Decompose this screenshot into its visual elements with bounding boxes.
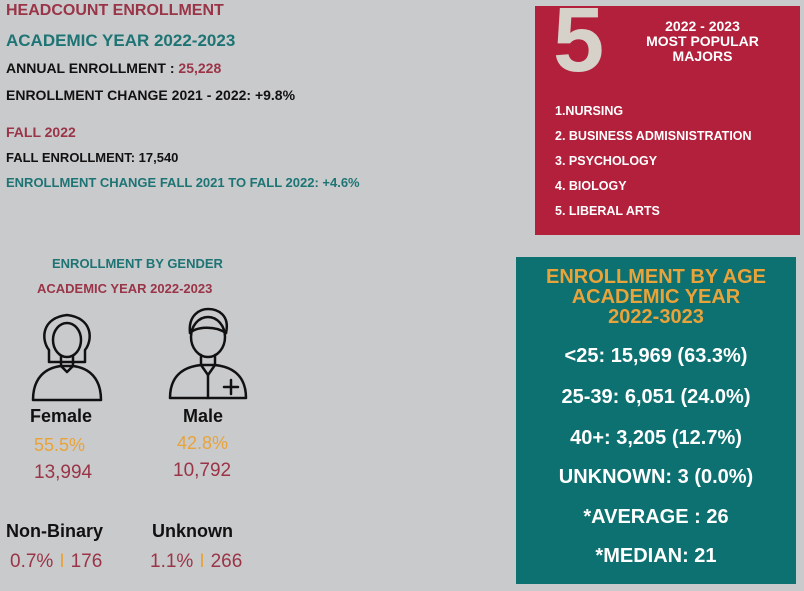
headcount-title: HEADCOUNT ENROLLMENT [6, 2, 224, 19]
fall-enrollment-change: ENROLLMENT CHANGE FALL 2021 TO FALL 2022… [6, 175, 360, 190]
fall-title: FALL 2022 [6, 124, 76, 140]
age-unknown: UNKNOWN: 3 (0.0%) [558, 466, 754, 488]
male-percentage: 42.8% [177, 433, 229, 453]
majors-big-number: 5 [553, 0, 605, 91]
annual-enrollment-value: 25,228 [178, 60, 222, 76]
age-title-line2: ACADEMIC YEAR [571, 286, 741, 308]
gender-section-title: ENROLLMENT BY GENDER [52, 256, 223, 271]
age-title-line1: ENROLLMENT BY AGE [545, 266, 766, 288]
enrollment-by-age-panel: ENROLLMENT BY AGE ACADEMIC YEAR 2022-302… [516, 257, 796, 584]
nonbinary-stats: 0.7% I 176 [10, 551, 102, 573]
age-40-plus: 40+: 3,205 (12.7%) [570, 427, 742, 449]
popular-majors-panel: 5 2022 - 2023 MOST POPULAR MAJORS 1.NURS… [535, 0, 800, 235]
age-average: *AVERAGE : 26 [583, 506, 729, 528]
majors-heading-majors: MAJORS [672, 48, 733, 64]
majors-heading-year: 2022 - 2023 [665, 18, 740, 34]
age-25-39: 25-39: 6,051 (24.0%) [561, 386, 751, 408]
nonbinary-separator: I [59, 551, 65, 572]
nonbinary-label: Non-Binary [6, 521, 104, 541]
major-item: 3. PSYCHOLOGY [555, 154, 658, 168]
female-count: 13,994 [34, 462, 93, 483]
age-panel-title: ENROLLMENT BY AGE ACADEMIC YEAR 2022-302… [516, 267, 796, 327]
age-title-line3: 2022-3023 [608, 306, 704, 328]
majors-heading-popular: MOST POPULAR [646, 33, 759, 49]
age-under-25: <25: 15,969 (63.3%) [564, 345, 748, 367]
female-label: Female [30, 406, 93, 426]
unknown-gender-label: Unknown [152, 521, 233, 541]
majors-heading: 2022 - 2023 MOST POPULAR MAJORS [615, 19, 790, 64]
major-item: 2. BUSINESS ADMISNISTRATION [555, 129, 752, 143]
unknown-count: 266 [210, 551, 243, 572]
annual-enrollment: ANNUAL ENROLLMENT : 25,228 [6, 60, 221, 76]
enrollment-change: ENROLLMENT CHANGE 2021 - 2022: +9.8% [6, 87, 296, 103]
nonbinary-percentage: 0.7% [10, 551, 54, 572]
male-count: 10,792 [173, 460, 232, 481]
major-item: 1.NURSING [555, 104, 624, 118]
female-percentage: 55.5% [34, 435, 86, 455]
fall-enrollment: FALL ENROLLMENT: 17,540 [6, 150, 179, 165]
gender-academic-year: ACADEMIC YEAR 2022-2023 [37, 281, 213, 296]
female-person-icon [31, 313, 103, 402]
unknown-separator: I [199, 551, 205, 572]
majors-list: 1.NURSING 2. BUSINESS ADMISNISTRATION 3.… [555, 103, 752, 228]
unknown-gender-stats: 1.1% I 266 [150, 551, 242, 573]
major-item: 4. BIOLOGY [555, 179, 627, 193]
male-person-icon [168, 307, 248, 400]
annual-enrollment-label: ANNUAL ENROLLMENT : [6, 60, 179, 76]
age-median: *MEDIAN: 21 [595, 545, 717, 567]
academic-year-title: ACADEMIC YEAR 2022-2023 [6, 31, 236, 50]
major-item: 5. LIBERAL ARTS [555, 204, 660, 218]
unknown-percentage: 1.1% [150, 551, 194, 572]
male-label: Male [183, 406, 224, 426]
nonbinary-count: 176 [70, 551, 103, 572]
